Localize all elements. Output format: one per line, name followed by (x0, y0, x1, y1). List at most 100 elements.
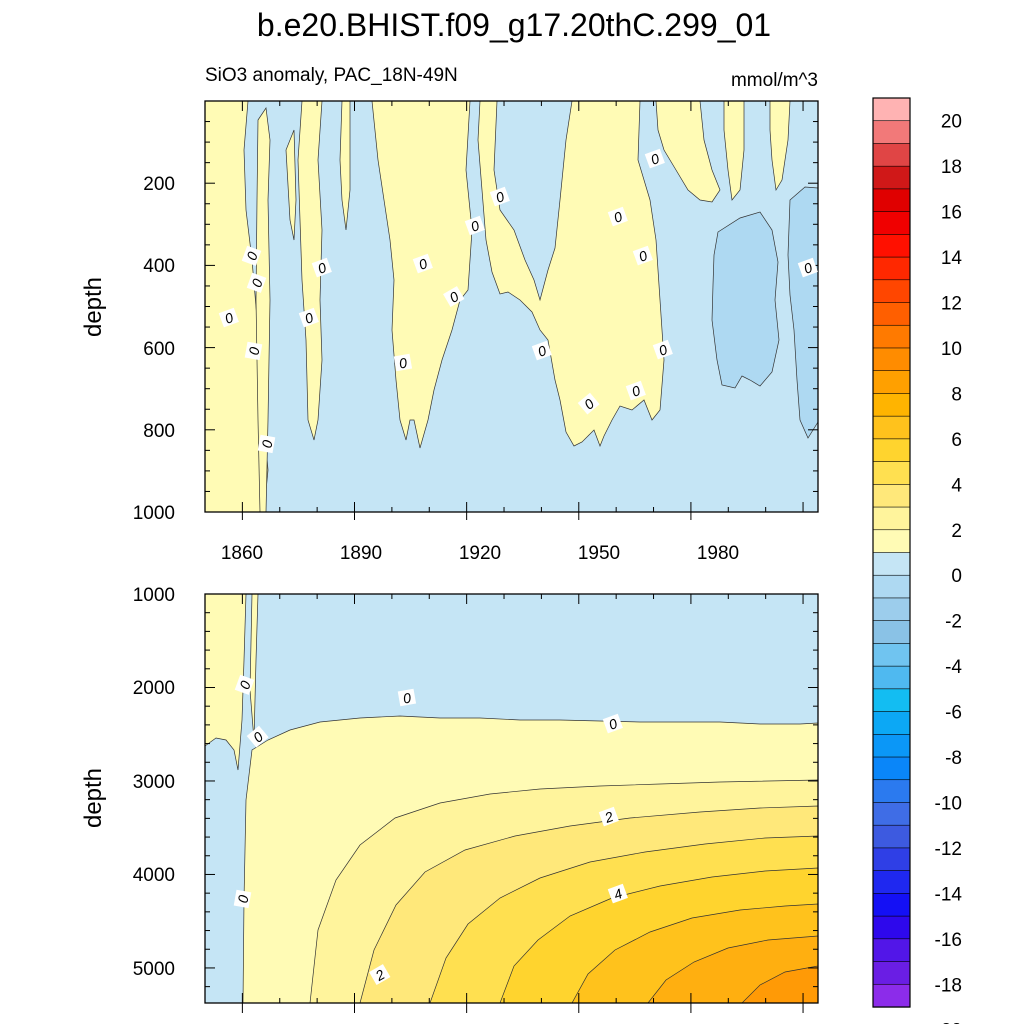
colorbar-frame (872, 97, 911, 1008)
colorbar-swatch (872, 370, 911, 395)
contour-label: 0 (244, 341, 263, 361)
contour-label-box (531, 340, 552, 361)
lower-y-tick-label: 1000 (133, 585, 175, 606)
x-tick-label: 1890 (340, 543, 382, 564)
colorbar-tick-label: 0 (951, 566, 962, 587)
contour-label-box (311, 257, 332, 278)
upper-positive-region (655, 101, 721, 203)
contour-label-text: 0 (398, 354, 409, 371)
upper-positive-region (339, 101, 351, 231)
colorbar-swatch (872, 983, 911, 1008)
contour-label: 0 (625, 380, 646, 401)
contour-label: 0 (652, 339, 673, 360)
colorbar-swatch (872, 756, 911, 781)
colorbar-tick-label: 2 (951, 521, 962, 542)
upper-plot-area (205, 101, 818, 512)
lower-plot-frame (204, 593, 819, 1004)
colorbar-tick-label: 12 (941, 294, 962, 315)
contour-label-box (489, 186, 510, 207)
contour-label: 0 (241, 245, 262, 266)
colorbar-tick-label: -2 (945, 612, 962, 633)
contour-label: 0 (531, 340, 552, 361)
upper-positive-region (297, 101, 323, 441)
lower-band-7-8 (741, 965, 818, 1003)
colorbar-swatch (872, 643, 911, 667)
chart-title: b.e20.BHIST.f09_g17.20thC.299_01 (257, 7, 771, 43)
contour-label: 0 (644, 148, 665, 169)
upper-positive-region (477, 101, 665, 447)
upper-y-tick-label: 600 (143, 339, 175, 360)
colorbar-swatch (872, 188, 911, 213)
upper-positive-region (769, 101, 791, 192)
colorbar-swatch (872, 324, 911, 349)
colorbar-swatch (872, 484, 911, 508)
contour-label-box (464, 215, 485, 236)
colorbar-swatch (872, 461, 911, 485)
contour-label: 0 (311, 257, 332, 278)
x-tick-label: 1920 (459, 543, 501, 564)
contour-label: 0 (489, 186, 510, 207)
lower-y-tick-label: 2000 (133, 678, 175, 699)
colorbar-swatch (872, 211, 911, 235)
upper-y-tick-label: 1000 (133, 503, 175, 524)
contour-label: 0 (607, 206, 628, 227)
contour-label-text: 0 (402, 689, 413, 706)
lower-axis-ticks (205, 594, 818, 1013)
contour-label-box (632, 245, 653, 266)
lower-plot-area (205, 594, 818, 1003)
contour-label-box (244, 341, 263, 361)
contour-label-box (652, 339, 673, 360)
colorbar-swatch (872, 552, 911, 576)
colorbar-swatch (872, 438, 911, 463)
colorbar-swatch (872, 97, 911, 122)
colorbar-tick-label: 14 (941, 248, 963, 269)
colorbar-swatch (872, 529, 911, 554)
upper-panel: SiO3 anomaly, PAC_18N-49N mmol/m^3 00000… (80, 65, 819, 564)
contour-label: 0 (218, 307, 239, 328)
colorbar-swatch (872, 733, 911, 758)
colorbar (872, 97, 911, 1008)
colorbar-tick-label: 16 (941, 203, 962, 224)
contour-label: 0 (397, 688, 417, 707)
contour-label-box (607, 883, 628, 904)
colorbar-swatch (872, 574, 911, 599)
colorbar-swatch (872, 279, 911, 304)
contour-label-box (577, 392, 600, 415)
colorbar-swatch (872, 256, 911, 281)
colorbar-swatch (872, 847, 911, 872)
contour-label-text: 0 (258, 439, 275, 450)
contour-label-text: 0 (234, 894, 251, 905)
colorbar-swatch (872, 961, 911, 985)
lower-y-tick-labels: 1000 2000 3000 4000 5000 (133, 585, 175, 980)
upper-subtitle: SiO3 anomaly, PAC_18N-49N (205, 65, 458, 86)
contour-label-box (797, 257, 818, 278)
contour-label: 4 (607, 883, 628, 904)
contour-label-box (602, 713, 623, 734)
colorbar-swatch (872, 234, 911, 258)
contour-label: 0 (443, 286, 465, 308)
contour-label-box (369, 964, 391, 986)
colorbar-swatch (872, 393, 911, 417)
x-tick-label: 1950 (578, 543, 620, 564)
colorbar-tick-label: 6 (951, 430, 962, 451)
colorbar-swatch (872, 120, 911, 145)
colorbar-tick-label: 8 (951, 384, 962, 405)
contour-label-box (234, 674, 255, 695)
colorbar-tick-label: -18 (935, 975, 962, 996)
colorbar-tick-label: -8 (945, 748, 962, 769)
contour-label-box (246, 272, 267, 293)
colorbar-swatch (872, 415, 911, 440)
upper-y-axis-label: depth (80, 277, 107, 337)
colorbar-tick-label: 18 (941, 157, 962, 178)
colorbar-swatch (872, 824, 911, 849)
upper-y-tick-label: 400 (143, 256, 175, 277)
lower-y-tick-label: 5000 (133, 959, 175, 980)
colorbar-swatch (872, 893, 911, 917)
contour-label: 0 (234, 674, 255, 695)
colorbar-swatch (872, 620, 911, 644)
upper-positive-region (285, 129, 297, 241)
colorbar-swatch (872, 711, 911, 735)
contour-label: 0 (257, 434, 276, 454)
colorbar-swatch (872, 597, 911, 622)
